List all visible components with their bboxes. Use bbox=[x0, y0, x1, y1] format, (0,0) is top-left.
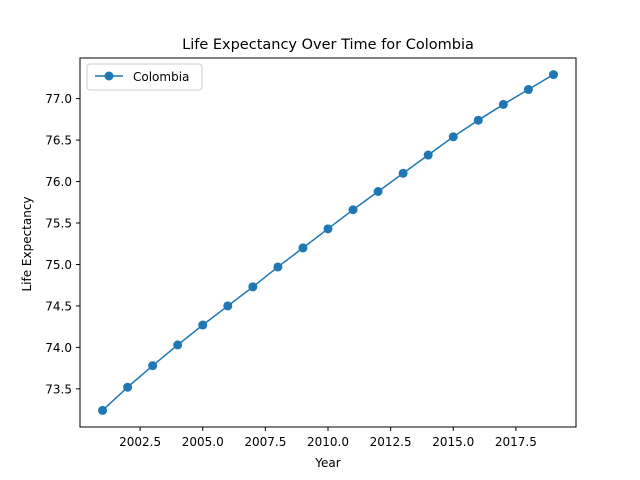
x-tick-label: 2012.5 bbox=[370, 435, 412, 449]
data-point bbox=[398, 168, 408, 178]
y-tick-label: 76.5 bbox=[45, 134, 72, 148]
data-point bbox=[473, 115, 483, 125]
x-tick-label: 2015.0 bbox=[432, 435, 474, 449]
data-point bbox=[173, 340, 183, 350]
data-point bbox=[248, 282, 258, 292]
data-point bbox=[273, 262, 283, 272]
data-point bbox=[373, 187, 383, 197]
y-tick-label: 75.0 bbox=[45, 258, 72, 272]
data-point bbox=[548, 70, 558, 80]
chart-title: Life Expectancy Over Time for Colombia bbox=[182, 37, 474, 53]
x-axis-label: Year bbox=[314, 456, 340, 470]
x-tick-label: 2005.0 bbox=[182, 435, 224, 449]
data-point bbox=[448, 132, 458, 142]
data-point bbox=[148, 361, 158, 371]
legend-label-colombia: Colombia bbox=[133, 70, 189, 84]
data-point bbox=[523, 85, 533, 95]
data-point bbox=[423, 150, 433, 160]
y-tick-label: 73.5 bbox=[45, 382, 72, 396]
data-point bbox=[323, 224, 333, 234]
data-point bbox=[123, 382, 133, 392]
x-tick-label: 2010.0 bbox=[307, 435, 349, 449]
y-tick-label: 76.0 bbox=[45, 175, 72, 189]
x-tick-label: 2007.5 bbox=[244, 435, 286, 449]
plot-frame bbox=[79, 57, 577, 428]
series-line-colombia bbox=[102, 73, 554, 411]
y-tick-label: 74.5 bbox=[45, 299, 72, 313]
data-point bbox=[198, 320, 208, 330]
y-tick-label: 77.0 bbox=[45, 92, 72, 106]
y-tick-label: 74.0 bbox=[45, 341, 72, 355]
legend: Colombia bbox=[86, 63, 203, 91]
legend-box bbox=[86, 63, 203, 91]
y-axis-label: Life Expectancy bbox=[20, 196, 34, 291]
y-axis: 73.5 74.0 74.5 75.0 75.5 76.0 76.5 77.0 bbox=[45, 92, 80, 396]
x-axis: 2002.5 2005.0 2007.5 2010.0 2012.5 2015.0 2017… bbox=[119, 427, 537, 449]
y-tick-label: 75.5 bbox=[45, 217, 72, 231]
plot-area bbox=[79, 57, 577, 428]
x-tick-label: 2002.5 bbox=[119, 435, 161, 449]
series-layer bbox=[98, 70, 558, 415]
data-point bbox=[98, 405, 108, 415]
data-point bbox=[348, 205, 358, 215]
data-point bbox=[298, 243, 308, 253]
data-point bbox=[223, 301, 233, 311]
x-tick-label: 2017.5 bbox=[495, 435, 537, 449]
legend-marker-sample bbox=[104, 71, 114, 81]
data-point bbox=[498, 99, 508, 109]
